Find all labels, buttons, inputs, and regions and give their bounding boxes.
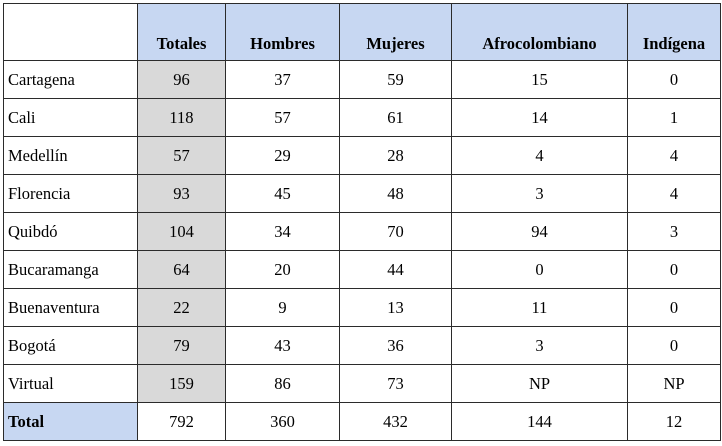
afrocolombiano-cell: 0 [451, 250, 628, 289]
mujeres-cell: 36 [339, 326, 452, 365]
city-cell: Quibdó [3, 212, 138, 251]
city-cell: Cali [3, 98, 138, 137]
totales-cell: 159 [137, 364, 226, 403]
header-totales: Totales [137, 3, 226, 61]
indigena-cell: NP [627, 364, 721, 403]
total-row: Total 792 360 432 144 12 [3, 402, 721, 441]
totales-cell: 93 [137, 174, 226, 213]
indigena-cell: 4 [627, 136, 721, 175]
hombres-cell: 57 [225, 98, 340, 137]
hombres-cell: 43 [225, 326, 340, 365]
header-afrocolombiano: Afrocolombiano [451, 3, 628, 61]
totales-cell: 22 [137, 288, 226, 327]
totales-cell: 96 [137, 60, 226, 99]
indigena-cell: 4 [627, 174, 721, 213]
afrocolombiano-cell: 14 [451, 98, 628, 137]
afrocolombiano-cell: 11 [451, 288, 628, 327]
header-row: Totales Hombres Mujeres Afrocolombiano I… [3, 3, 721, 61]
totales-cell: 64 [137, 250, 226, 289]
indigena-cell: 0 [627, 60, 721, 99]
table-row: Quibdó 104 34 70 94 3 [3, 212, 721, 251]
table-row: Bucaramanga 64 20 44 0 0 [3, 250, 721, 289]
header-hombres: Hombres [225, 3, 340, 61]
totales-cell: 79 [137, 326, 226, 365]
table-row: Virtual 159 86 73 NP NP [3, 364, 721, 403]
afrocolombiano-cell: 3 [451, 326, 628, 365]
header-indigena: Indígena [627, 3, 721, 61]
indigena-cell: 0 [627, 288, 721, 327]
hombres-cell: 45 [225, 174, 340, 213]
hombres-cell: 34 [225, 212, 340, 251]
afrocolombiano-cell: 15 [451, 60, 628, 99]
mujeres-cell: 70 [339, 212, 452, 251]
hombres-cell: 29 [225, 136, 340, 175]
city-cell: Cartagena [3, 60, 138, 99]
hombres-cell: 86 [225, 364, 340, 403]
afrocolombiano-cell: 94 [451, 212, 628, 251]
city-cell: Bogotá [3, 326, 138, 365]
mujeres-cell: 59 [339, 60, 452, 99]
mujeres-cell: 13 [339, 288, 452, 327]
data-table: Totales Hombres Mujeres Afrocolombiano I… [3, 3, 721, 441]
hombres-cell: 9 [225, 288, 340, 327]
city-cell: Buenaventura [3, 288, 138, 327]
mujeres-cell: 61 [339, 98, 452, 137]
city-cell: Virtual [3, 364, 138, 403]
hombres-cell: 37 [225, 60, 340, 99]
total-totales-cell: 792 [137, 402, 226, 441]
mujeres-cell: 73 [339, 364, 452, 403]
table-row: Buenaventura 22 9 13 11 0 [3, 288, 721, 327]
mujeres-cell: 48 [339, 174, 452, 213]
mujeres-cell: 28 [339, 136, 452, 175]
city-cell: Medellín [3, 136, 138, 175]
totales-cell: 118 [137, 98, 226, 137]
city-cell: Florencia [3, 174, 138, 213]
table-row: Florencia 93 45 48 3 4 [3, 174, 721, 213]
total-label: Total [3, 402, 138, 441]
total-mujeres-cell: 432 [339, 402, 452, 441]
header-corner-cell [3, 3, 138, 61]
afrocolombiano-cell: 4 [451, 136, 628, 175]
mujeres-cell: 44 [339, 250, 452, 289]
total-indigena-cell: 12 [627, 402, 721, 441]
table-row: Bogotá 79 43 36 3 0 [3, 326, 721, 365]
indigena-cell: 0 [627, 250, 721, 289]
hombres-cell: 20 [225, 250, 340, 289]
city-cell: Bucaramanga [3, 250, 138, 289]
table-row: Cali 118 57 61 14 1 [3, 98, 721, 137]
table-row: Cartagena 96 37 59 15 0 [3, 60, 721, 99]
total-afrocolombiano-cell: 144 [451, 402, 628, 441]
indigena-cell: 0 [627, 326, 721, 365]
indigena-cell: 3 [627, 212, 721, 251]
afrocolombiano-cell: 3 [451, 174, 628, 213]
totales-cell: 104 [137, 212, 226, 251]
total-hombres-cell: 360 [225, 402, 340, 441]
indigena-cell: 1 [627, 98, 721, 137]
table-row: Medellín 57 29 28 4 4 [3, 136, 721, 175]
header-mujeres: Mujeres [339, 3, 452, 61]
totales-cell: 57 [137, 136, 226, 175]
afrocolombiano-cell: NP [451, 364, 628, 403]
